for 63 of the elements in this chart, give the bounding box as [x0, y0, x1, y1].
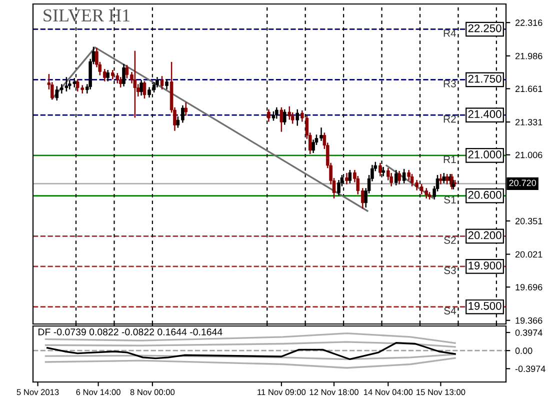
y-tick-label: 19.696: [516, 284, 542, 290]
candlestick: [442, 172, 446, 184]
candlestick: [439, 174, 442, 184]
x-tick-label: 5 Nov 2013: [16, 389, 59, 396]
annotation: 21.000: [468, 150, 502, 158]
ref-line-label: R1: [444, 156, 456, 163]
chart-title: DF -0.0739 0.0822 -0.0822 0.1644 -0.1644: [38, 328, 222, 336]
candlestick: [398, 170, 401, 184]
ref-line-label: R2: [444, 115, 456, 123]
x-tick-label: 6 Nov 14:00: [76, 389, 120, 396]
candlestick: [106, 70, 110, 82]
annotation: 20.200: [468, 231, 502, 240]
annotation: 21.750: [468, 74, 502, 83]
x-tick-label: 15 Nov 13:00: [416, 389, 466, 396]
x-tick-label: 8 Nov 00:00: [130, 389, 175, 396]
y-tick-label: 21.331: [515, 118, 542, 126]
x-tick-label: 12 Nov 18:00: [310, 389, 358, 396]
ref-line-label: S3: [444, 266, 456, 274]
ref-line-label: 20.720: [509, 180, 536, 186]
ref-line-label: R4: [444, 30, 456, 37]
ref-line-label: S1: [444, 196, 456, 204]
y-tick-label: 21.006: [515, 152, 542, 158]
y-tick-label: 21.986: [515, 52, 542, 60]
candlestick: [184, 102, 188, 116]
candlestick: [275, 107, 278, 119]
line-series: [44, 357, 456, 369]
candlestick: [267, 109, 270, 122]
y-tick-label: 20.351: [515, 218, 542, 224]
line-series: [46, 342, 456, 360]
annotation: 20.600: [468, 190, 502, 199]
candlestick: [378, 162, 382, 176]
annotation: 22.250: [468, 24, 502, 32]
candlestick: [345, 172, 348, 184]
ref-line-label: S4: [444, 307, 456, 314]
annotation: 19.900: [468, 262, 502, 270]
ref-line-label: R3: [444, 80, 456, 88]
candlestick: [348, 170, 352, 184]
candlestick: [282, 109, 286, 125]
y-tick-label: 19.366: [516, 317, 542, 324]
y-tick-label: 21.661: [515, 86, 542, 92]
candlestick: [402, 168, 406, 184]
annotation: 19.500: [468, 302, 502, 310]
y-tick-label: -0.3974: [515, 366, 546, 372]
y-tick-label: 0.00: [515, 348, 532, 354]
candlestick: [140, 80, 143, 96]
candlestick: [142, 81, 146, 99]
candlestick: [165, 79, 168, 90]
y-tick-label: 20.021: [515, 251, 542, 258]
candlestick: [118, 77, 122, 88]
candlestick: [288, 106, 292, 120]
y-tick-label: 0.3974: [515, 329, 542, 336]
candlestick: [160, 76, 164, 90]
ref-line-label: S2: [444, 236, 456, 244]
chart-title: SILVER H1: [44, 9, 130, 22]
candlestick: [122, 64, 126, 86]
annotation: 21.400: [468, 110, 502, 118]
candlestick: [280, 107, 284, 132]
y-tick-label: 22.316: [515, 20, 542, 26]
x-tick-label: 11 Nov 09:00: [258, 389, 306, 396]
candlestick: [394, 170, 398, 186]
x-tick-label: 14 Nov 04:00: [364, 389, 413, 396]
candlestick: [133, 50, 137, 118]
candlestick: [296, 109, 300, 126]
